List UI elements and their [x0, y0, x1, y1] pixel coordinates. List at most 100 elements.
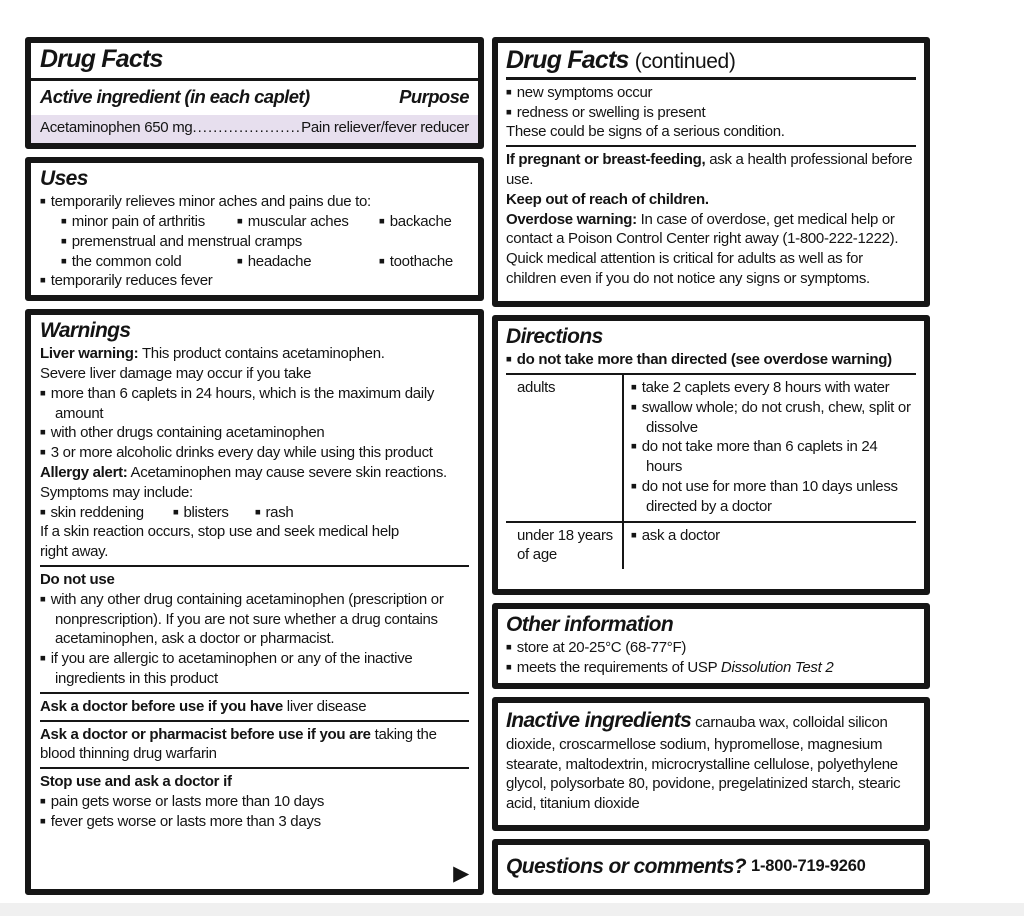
active-ingredient-heading: Active ingredient (in each caplet) — [40, 85, 310, 107]
divider — [506, 76, 916, 80]
use-item: minor pain of arthritis — [61, 212, 237, 232]
use-item: temporarily reduces fever — [40, 271, 469, 291]
questions-phone-number: 1-800-719-9260 — [751, 857, 866, 876]
pregnant-warning: If pregnant or breast-feeding, ask a hea… — [506, 150, 916, 190]
questions-title: Questions or comments? — [506, 855, 747, 879]
skin-reaction-line-1: If a skin reaction occurs, stop use and … — [40, 523, 399, 541]
use-item: the common cold — [61, 252, 237, 272]
serious-condition-note: These could be signs of a serious condit… — [506, 123, 785, 141]
row-label: adults — [506, 374, 624, 521]
ask-pharmacist-label: Ask a doctor or pharmacist before use if… — [40, 725, 371, 743]
continuation-arrow-icon: ▶ — [453, 862, 469, 885]
keep-out-of-reach-line: Keep out of reach of children. — [506, 190, 709, 208]
liver-warning-line: Liver warning: This product contains ace… — [40, 344, 469, 364]
symptom-item: rash — [255, 503, 293, 523]
use-item: headache — [237, 252, 379, 272]
liver-warning-text-2: Severe liver damage may occur if you tak… — [40, 364, 312, 382]
warning-item: with other drugs containing acetaminophe… — [40, 423, 469, 443]
do-not-use-title: Do not use — [40, 570, 115, 588]
ask-doctor-text: liver disease — [286, 697, 367, 715]
use-item: toothache — [379, 252, 469, 272]
directions-box: Directions do not take more than directe… — [492, 315, 930, 595]
inactive-ingredients: Inactive ingredients carnauba wax, collo… — [506, 707, 916, 814]
direction-item: do not use for more than 10 days unless … — [631, 477, 916, 517]
table-row-adults: adults take 2 caplets every 8 hours with… — [506, 374, 916, 523]
uses-row-3: the common cold headache toothache — [61, 252, 469, 272]
usp-text: meets the requirements of USP — [516, 658, 721, 676]
drug-facts-continued-title: Drug Facts (continued) — [506, 46, 916, 75]
uses-title: Uses — [40, 167, 88, 190]
divider — [40, 691, 469, 694]
pregnant-warning-text: ask a health professional before use. — [506, 151, 913, 188]
divider — [40, 767, 469, 770]
allergy-alert-line: Allergy alert: Acetaminophen may cause s… — [40, 463, 469, 483]
warnings-box: Warnings Liver warning: This product con… — [25, 309, 484, 895]
divider — [40, 719, 469, 722]
right-column: Drug Facts (continued) new symptoms occu… — [492, 37, 930, 895]
drug-facts-title: Drug Facts — [40, 45, 163, 73]
directions-title: Directions — [506, 325, 603, 348]
ask-doctor-line: Ask a doctor before use if you have live… — [40, 697, 469, 717]
use-item: premenstrual and menstrual cramps — [61, 232, 469, 252]
inactive-ingredients-title: Inactive ingredients — [506, 709, 692, 732]
dot-leader: ...................................... — [192, 119, 301, 137]
directions-warning: do not take more than directed (see over… — [506, 350, 916, 370]
uses-row-1: minor pain of arthritis muscular aches b… — [61, 212, 469, 232]
direction-item: swallow whole; do not crush, chew, split… — [631, 398, 916, 438]
divider — [31, 77, 478, 81]
table-row-under-18: under 18 years of age ask a doctor — [506, 522, 916, 570]
drug-facts-header-box: Drug Facts Active ingredient (in each ca… — [25, 37, 484, 149]
questions-box: Questions or comments? 1-800-719-9260 — [492, 839, 930, 895]
allergy-alert-label: Allergy alert: — [40, 463, 128, 481]
ingredient-name: Acetaminophen 650 mg — [40, 119, 193, 137]
direction-item: do not take more than 6 caplets in 24 ho… — [631, 437, 916, 477]
allergy-alert-text: Acetaminophen may cause severe skin reac… — [130, 463, 448, 481]
directions-table: adults take 2 caplets every 8 hours with… — [506, 372, 916, 570]
storage-item: store at 20-25°C (68-77°F) — [506, 638, 916, 658]
continued-item: redness or swelling is present — [506, 103, 916, 123]
warnings-title: Warnings — [40, 319, 131, 342]
divider — [506, 145, 916, 148]
inactive-ingredients-list: carnauba wax, colloidal silicon dioxide,… — [506, 714, 901, 813]
purpose-value: Pain reliever/fever reducer — [301, 119, 469, 137]
symptom-item: skin reddening — [40, 503, 173, 523]
ask-pharmacist-text: taking the blood thinning drug warfarin — [40, 725, 437, 763]
row-content: take 2 caplets every 8 hours with water … — [624, 375, 916, 521]
usp-item: meets the requirements of USP Dissolutio… — [506, 658, 916, 678]
ask-doctor-label: Ask a doctor before use if you have — [40, 697, 283, 715]
stop-use-item: fever gets worse or lasts more than 3 da… — [40, 812, 469, 832]
other-information-title: Other information — [506, 613, 674, 636]
ask-pharmacist-line: Ask a doctor or pharmacist before use if… — [40, 725, 469, 765]
symptoms-row: skin reddeningblistersrash — [40, 503, 469, 523]
direction-item: take 2 caplets every 8 hours with water — [631, 378, 916, 398]
active-ingredient-heading-row: Active ingredient (in each caplet) Purpo… — [31, 84, 478, 112]
active-ingredient-row: Acetaminophen 650 mg ...................… — [31, 115, 478, 143]
use-item: backache — [379, 212, 469, 232]
overdose-warning-label: Overdose warning: — [506, 210, 637, 228]
do-not-use-item: with any other drug containing acetamino… — [40, 590, 469, 649]
drug-facts-continued-box: Drug Facts (continued) new symptoms occu… — [492, 37, 930, 307]
uses-intro: temporarily relieves minor aches and pai… — [40, 192, 469, 212]
overdose-warning-text: In case of overdose, get medical help or… — [506, 210, 899, 287]
row-content: ask a doctor — [624, 523, 916, 570]
purpose-heading: Purpose — [399, 85, 469, 107]
liver-warning-label: Liver warning: — [40, 345, 139, 363]
skin-reaction-line-2: right away. — [40, 543, 109, 561]
overdose-warning: Overdose warning: In case of overdose, g… — [506, 210, 916, 289]
allergy-alert-text-2: Symptoms may include: — [40, 483, 193, 501]
drug-facts-continued-title-main: Drug Facts — [506, 46, 629, 74]
stop-use-title: Stop use and ask a doctor if — [40, 773, 232, 791]
divider — [40, 564, 469, 567]
bottom-edge-strip — [0, 903, 1024, 916]
warning-item: more than 6 caplets in 24 hours, which i… — [40, 384, 469, 424]
direction-item: ask a doctor — [631, 526, 916, 546]
drug-facts-label: Drug Facts Active ingredient (in each ca… — [25, 37, 930, 895]
drug-facts-continued-title-suffix: (continued) — [634, 50, 736, 73]
stop-use-item: pain gets worse or lasts more than 10 da… — [40, 792, 469, 812]
pregnant-warning-label: If pregnant or breast-feeding, — [506, 151, 706, 169]
left-column: Drug Facts Active ingredient (in each ca… — [25, 37, 484, 895]
other-information-box: Other information store at 20-25°C (68-7… — [492, 603, 930, 689]
continued-item: new symptoms occur — [506, 83, 916, 103]
warning-item: 3 or more alcoholic drinks every day whi… — [40, 443, 469, 463]
row-label: under 18 years of age — [506, 522, 624, 570]
